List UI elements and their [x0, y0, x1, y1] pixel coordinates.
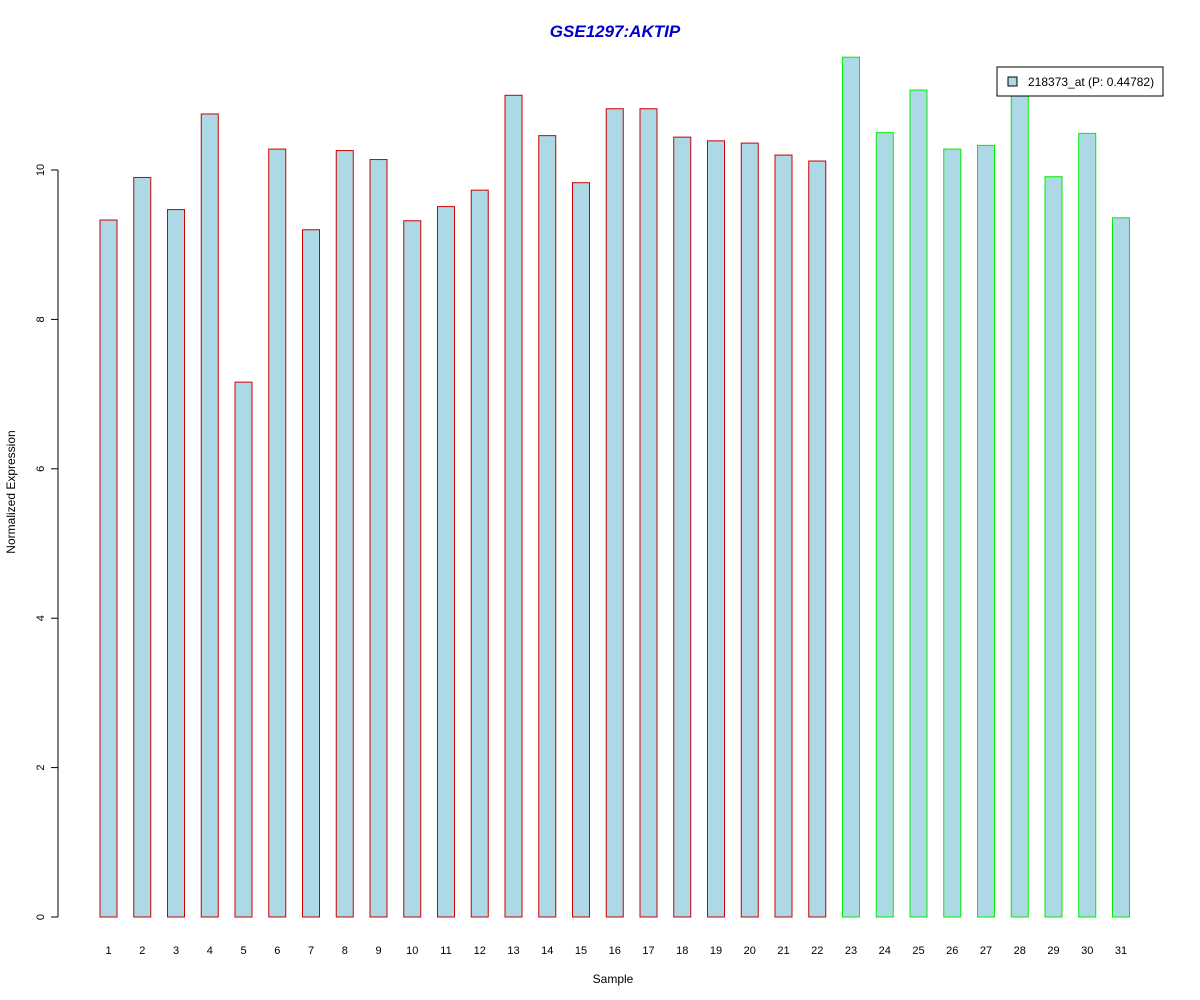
bar	[268, 148, 287, 918]
bar	[673, 136, 692, 918]
x-tick-label: 7	[308, 945, 314, 957]
x-tick-label: 17	[642, 945, 654, 957]
x-tick-label: 29	[1047, 945, 1059, 957]
bar	[572, 182, 590, 918]
x-tick-label: 27	[980, 945, 992, 957]
bar	[234, 381, 253, 918]
x-tick-label: 24	[879, 945, 891, 957]
x-tick-label: 16	[609, 945, 621, 957]
chart-title: GSE1297:AKTIP	[550, 22, 681, 41]
x-tick-label: 14	[541, 945, 553, 957]
legend-entry-label: 218373_at (P: 0.44782)	[1028, 75, 1154, 89]
x-axis-tick-labels: 1 2 3 4 5 6 7 8 9 10 11 12 13 14 15 16 17 18 19 20 21 22 23 24 2…	[105, 945, 1127, 957]
bar	[403, 220, 422, 918]
x-tick-label: 18	[676, 945, 688, 957]
bar	[605, 108, 624, 918]
bar	[774, 154, 793, 918]
bar	[1112, 217, 1130, 918]
bars	[99, 56, 1130, 918]
bar	[740, 142, 759, 918]
legend-box	[996, 66, 1164, 97]
x-tick-label: 30	[1081, 945, 1093, 957]
x-tick-label: 9	[375, 945, 381, 957]
y-tick-label: 0	[35, 914, 47, 920]
x-tick-label: 3	[173, 945, 179, 957]
bar	[1010, 79, 1029, 918]
x-tick-label: 21	[777, 945, 789, 957]
x-tick-label: 1	[105, 945, 111, 957]
bar	[1078, 132, 1097, 918]
x-tick-label: 23	[845, 945, 857, 957]
bar	[470, 189, 489, 918]
y-tick-label: 10	[35, 164, 47, 176]
y-tick-label: 4	[35, 615, 47, 621]
y-tick-label: 6	[35, 466, 47, 472]
bar	[875, 132, 894, 918]
bar	[437, 206, 455, 918]
legend: 218373_at (P: 0.44782)	[996, 66, 1164, 97]
x-tick-label: 28	[1014, 945, 1026, 957]
bar	[808, 160, 827, 918]
bar	[200, 113, 219, 918]
bar	[639, 108, 658, 918]
x-tick-label: 12	[474, 945, 486, 957]
bar	[842, 56, 860, 918]
x-tick-label: 25	[912, 945, 924, 957]
bar	[538, 135, 557, 918]
x-tick-label: 10	[406, 945, 418, 957]
bar	[977, 144, 995, 918]
bar	[707, 140, 725, 918]
y-axis: 0 2 4 6 8 10	[35, 164, 59, 920]
x-tick-label: 6	[274, 945, 280, 957]
bar	[335, 150, 354, 918]
bar	[1044, 176, 1063, 918]
y-tick-label: 8	[35, 316, 47, 322]
x-tick-label: 31	[1115, 945, 1127, 957]
bar	[133, 176, 152, 918]
x-tick-label: 8	[342, 945, 348, 957]
x-tick-label: 11	[440, 945, 451, 957]
x-tick-label: 4	[207, 945, 213, 957]
bar	[909, 89, 928, 918]
bar	[504, 94, 523, 918]
x-tick-label: 26	[946, 945, 958, 957]
x-tick-label: 15	[575, 945, 587, 957]
x-axis-label: Sample	[593, 972, 634, 986]
bar	[943, 148, 962, 918]
x-tick-label: 22	[811, 945, 823, 957]
y-tick-label: 2	[35, 765, 47, 771]
x-tick-label: 5	[240, 945, 246, 957]
x-tick-label: 13	[507, 945, 519, 957]
x-tick-label: 2	[139, 945, 145, 957]
bar	[99, 219, 118, 918]
bar	[167, 209, 185, 918]
bar	[369, 159, 388, 918]
y-axis-label: Normalized Expression	[4, 430, 18, 553]
x-tick-label: 19	[710, 945, 722, 957]
legend-swatch	[1007, 76, 1018, 87]
bar	[302, 229, 320, 918]
x-tick-label: 20	[744, 945, 756, 957]
